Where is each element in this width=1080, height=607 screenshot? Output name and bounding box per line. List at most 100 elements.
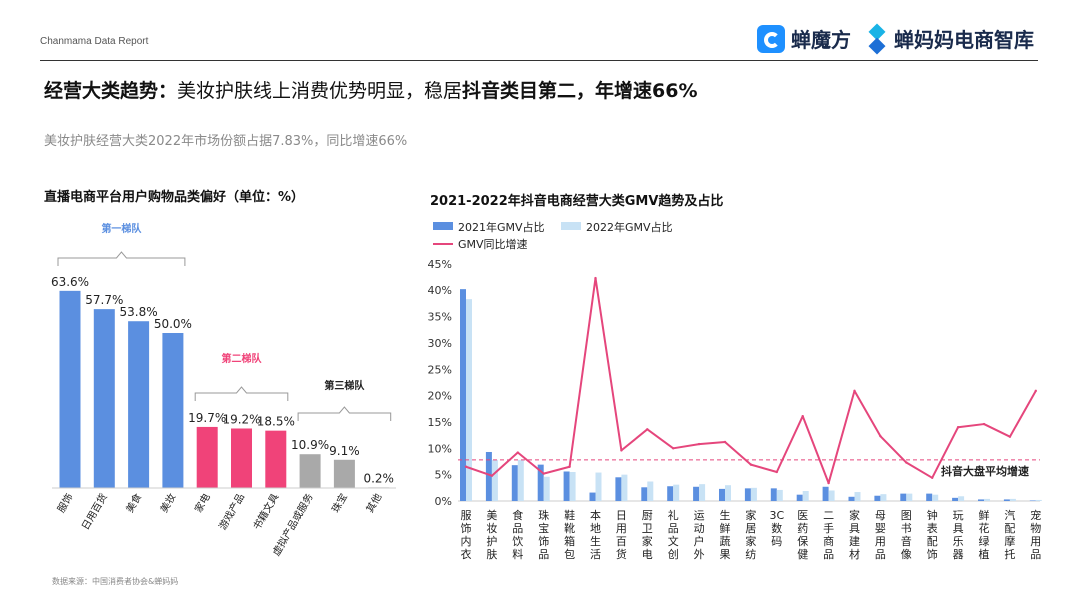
bar-2022 <box>984 498 990 501</box>
growth-point <box>464 465 468 468</box>
bar-value-label: 0.2% <box>363 471 394 485</box>
category-label: 家居家纺 <box>745 508 756 561</box>
bar-2022 <box>725 485 731 501</box>
bar-2022 <box>854 492 861 501</box>
bar-2021 <box>589 492 596 501</box>
category-label: 图书音像 <box>901 509 912 561</box>
bar-2022 <box>543 476 550 501</box>
average-growth-label: 抖音大盘平均增速 <box>941 464 1029 478</box>
bar-2022 <box>828 490 835 501</box>
bar-2021 <box>1003 499 1010 501</box>
chanmofang-logo-icon <box>757 24 785 53</box>
bar <box>333 459 355 488</box>
growth-point <box>568 465 571 468</box>
bar-value-label: 9.1% <box>329 444 360 458</box>
header-divider <box>40 60 1038 61</box>
bar-value-label: 50.0% <box>154 317 192 331</box>
report-name: Chanmama Data Report <box>40 36 149 47</box>
growth-point <box>697 442 701 446</box>
legend-swatch-2021 <box>433 222 453 230</box>
legend-label-2022: 2022年GMV占比 <box>586 220 673 234</box>
bar-2021 <box>978 499 984 501</box>
y-tick-label: 20% <box>428 390 452 403</box>
bar-value-label: 18.5% <box>257 415 295 429</box>
chanmama-logo: 蝉妈妈电商智库 <box>866 22 1034 55</box>
data-source: 数据来源：中国消费者协会&蝉妈妈 <box>52 577 179 586</box>
category-label: 珠宝饰品 <box>538 508 549 561</box>
legend-label-growth: GMV同比增速 <box>458 237 528 251</box>
growth-point <box>723 440 727 444</box>
page-title-middle: 美妆护肤线上消费优势明显，稳居 <box>177 80 463 102</box>
category-label: 服饰内衣 <box>461 509 472 561</box>
tier-bracket <box>57 251 186 266</box>
bar-value-label: 63.6% <box>51 275 89 289</box>
category-label: 美妆护肤 <box>486 509 497 561</box>
tier-label: 第三梯队 <box>324 379 365 392</box>
y-tick-label: 0% <box>435 495 452 508</box>
bar <box>162 333 184 488</box>
growth-point <box>516 451 519 454</box>
category-label: 二手商品 <box>823 509 834 561</box>
category-label: 母婴用品 <box>875 509 886 561</box>
bar-2021 <box>719 488 725 501</box>
page-subtitle: 美妆护肤经营大类2022年市场份额占据7.83%，同比增速66% <box>44 134 408 149</box>
category-label: 汽配摩托 <box>1004 508 1015 561</box>
bar-2022 <box>595 472 602 501</box>
growth-point <box>827 481 830 485</box>
category-label: 宠物用品 <box>1030 508 1041 561</box>
bar-2021 <box>848 496 855 501</box>
y-tick-label: 10% <box>428 442 452 455</box>
gmv-chart-title: 2021-2022年抖音电商经营大类GMV趋势及占比 <box>430 194 724 209</box>
bar-2021 <box>796 494 803 501</box>
tier-label: 第二梯队 <box>222 352 263 365</box>
growth-point <box>905 461 908 464</box>
bar-value-label: 53.8% <box>120 305 158 319</box>
chanmofang-logo: 蝉魔方 <box>757 24 851 53</box>
bar-2021 <box>641 487 648 501</box>
growth-point <box>879 434 882 438</box>
growth-point <box>594 276 597 280</box>
y-tick-label: 25% <box>428 363 452 376</box>
preference-chart-title: 直播电商平台用户购物品类偏好（单位：%） <box>44 190 305 205</box>
bar-2022 <box>906 493 913 501</box>
growth-point <box>1034 389 1038 393</box>
bar-2021 <box>693 486 700 501</box>
legend-label-2021: 2021年GMV占比 <box>458 220 545 234</box>
category-label: 玩具乐器 <box>953 509 964 561</box>
bar-2022 <box>699 484 706 501</box>
bar-2022 <box>491 459 498 501</box>
chanmofang-logo-text: 蝉魔方 <box>791 28 851 52</box>
bar-2022 <box>1009 498 1016 501</box>
growth-point <box>853 389 856 393</box>
y-tick-label: 35% <box>428 311 452 324</box>
page-title: 经营大类趋势：美妆护肤线上消费优势明显，稳居抖音类目第二，年增速66% <box>44 76 698 103</box>
bar-2021 <box>615 477 622 501</box>
growth-point <box>672 447 675 450</box>
bar-value-label: 19.2% <box>222 412 260 426</box>
bar-2022 <box>958 496 965 501</box>
category-label: 家具建材 <box>849 508 860 561</box>
bar-2022 <box>776 489 783 501</box>
growth-point <box>801 414 804 418</box>
bar <box>299 454 321 488</box>
bar-2021 <box>744 488 751 501</box>
category-label: 钟表配饰 <box>927 508 938 561</box>
bar-value-label: 19.7% <box>188 411 226 425</box>
category-label: 厨卫家电 <box>642 509 653 561</box>
growth-line <box>465 277 1037 485</box>
bar-2021 <box>952 497 959 501</box>
legend-swatch-2022 <box>561 222 581 230</box>
bar-2021 <box>1029 500 1036 501</box>
bar-2022 <box>1035 499 1042 501</box>
growth-point <box>775 470 778 474</box>
growth-point <box>620 449 623 452</box>
category-label: 3C 数码 <box>769 509 784 548</box>
growth-point <box>749 463 753 466</box>
bar <box>93 309 115 488</box>
bar-2022 <box>673 484 680 501</box>
bar-value-label: 57.7% <box>85 293 123 307</box>
category-label: 本地生活 <box>590 508 601 561</box>
bar-2022 <box>466 299 472 501</box>
bar-2021 <box>563 471 570 501</box>
growth-point <box>982 422 986 426</box>
